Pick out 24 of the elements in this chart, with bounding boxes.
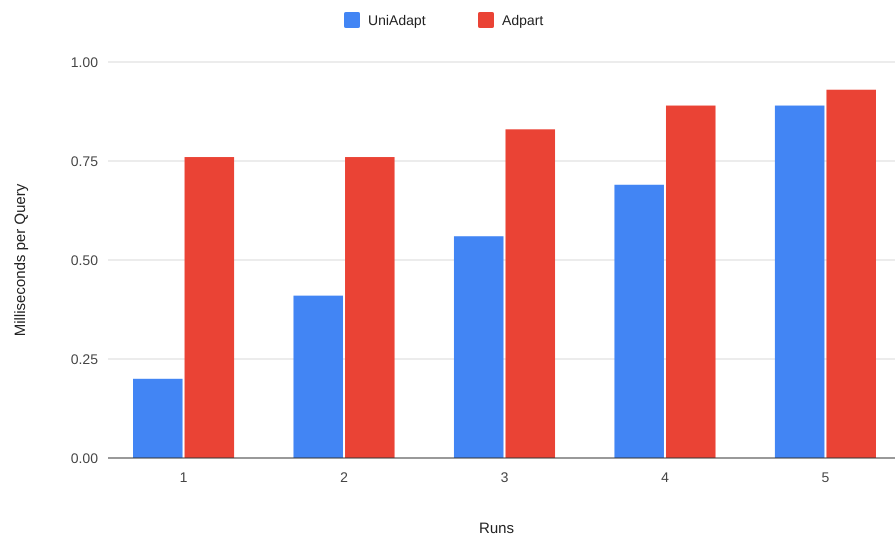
bar bbox=[454, 236, 504, 458]
bar bbox=[293, 296, 344, 458]
y-tick-label: 1.00 bbox=[70, 54, 98, 70]
x-axis-title: Runs bbox=[478, 520, 514, 537]
x-tick-label: 1 bbox=[180, 469, 188, 485]
legend-label: UniAdapt bbox=[368, 12, 426, 28]
legend-label: Adpart bbox=[502, 12, 544, 28]
bar bbox=[184, 157, 234, 458]
bar bbox=[666, 106, 716, 458]
y-tick-label: 0.75 bbox=[70, 152, 98, 169]
y-tick-label: 0.25 bbox=[70, 350, 98, 367]
bar bbox=[614, 184, 664, 458]
bar bbox=[826, 90, 876, 458]
x-tick-label: 5 bbox=[822, 469, 830, 485]
y-tick-label: 0.50 bbox=[70, 252, 98, 268]
x-tick-label: 4 bbox=[661, 469, 670, 485]
bar bbox=[345, 157, 395, 458]
y-tick-label: 0.00 bbox=[70, 450, 98, 466]
bar bbox=[506, 129, 556, 458]
x-tick-label: 3 bbox=[500, 469, 509, 485]
y-axis-title: Milliseconds per Query bbox=[12, 183, 29, 336]
bar bbox=[774, 106, 824, 458]
bar bbox=[133, 378, 183, 458]
x-tick-label: 2 bbox=[340, 469, 348, 485]
